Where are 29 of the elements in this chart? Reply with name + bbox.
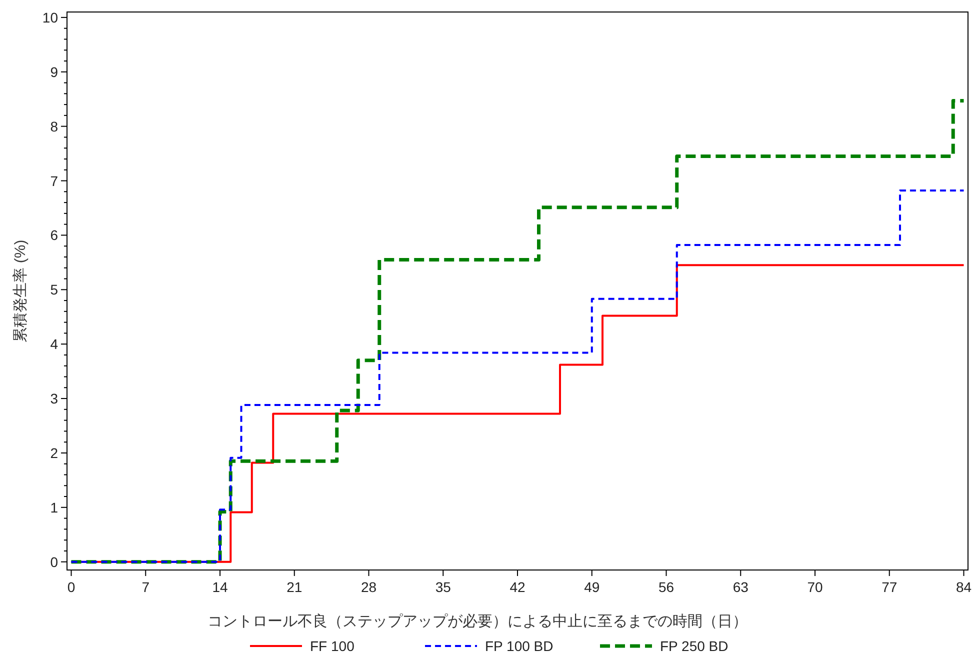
- y-tick-label: 2: [50, 444, 58, 461]
- y-tick-label: 7: [50, 172, 58, 189]
- y-tick-label: 6: [50, 227, 58, 244]
- x-tick-label: 42: [510, 579, 526, 595]
- x-tick-label: 21: [286, 579, 302, 595]
- y-tick-label: 5: [50, 282, 58, 298]
- x-tick-label: 7: [142, 579, 150, 595]
- y-axis-title: 累積発生率 (%): [12, 240, 29, 342]
- legend-label: FF 100: [310, 638, 355, 654]
- y-tick-label: 1: [50, 499, 58, 516]
- x-tick-label: 70: [807, 579, 823, 595]
- x-tick-label: 14: [212, 579, 228, 595]
- y-tick-label: 9: [50, 64, 58, 80]
- x-tick-label: 49: [584, 579, 600, 595]
- x-tick-label: 28: [360, 579, 377, 595]
- x-tick-label: 77: [882, 579, 898, 595]
- x-tick-label: 35: [435, 579, 452, 595]
- legend-label: FP 100 BD: [485, 638, 554, 654]
- x-tick-label: 63: [732, 579, 749, 595]
- y-tick-label: 4: [50, 336, 58, 352]
- x-axis-title: コントロール不良（ステップアップが必要）による中止に至るまでの時間（日）: [208, 613, 748, 630]
- legend-label: FP 250 BD: [660, 638, 728, 654]
- y-tick-label: 3: [50, 390, 58, 407]
- y-tick-label: 8: [50, 118, 58, 134]
- x-tick-label: 56: [658, 579, 674, 595]
- y-tick-label: 0: [50, 554, 58, 570]
- y-tick-label: 10: [42, 9, 58, 26]
- x-tick-label: 0: [67, 579, 76, 595]
- x-tick-label: 84: [956, 579, 972, 595]
